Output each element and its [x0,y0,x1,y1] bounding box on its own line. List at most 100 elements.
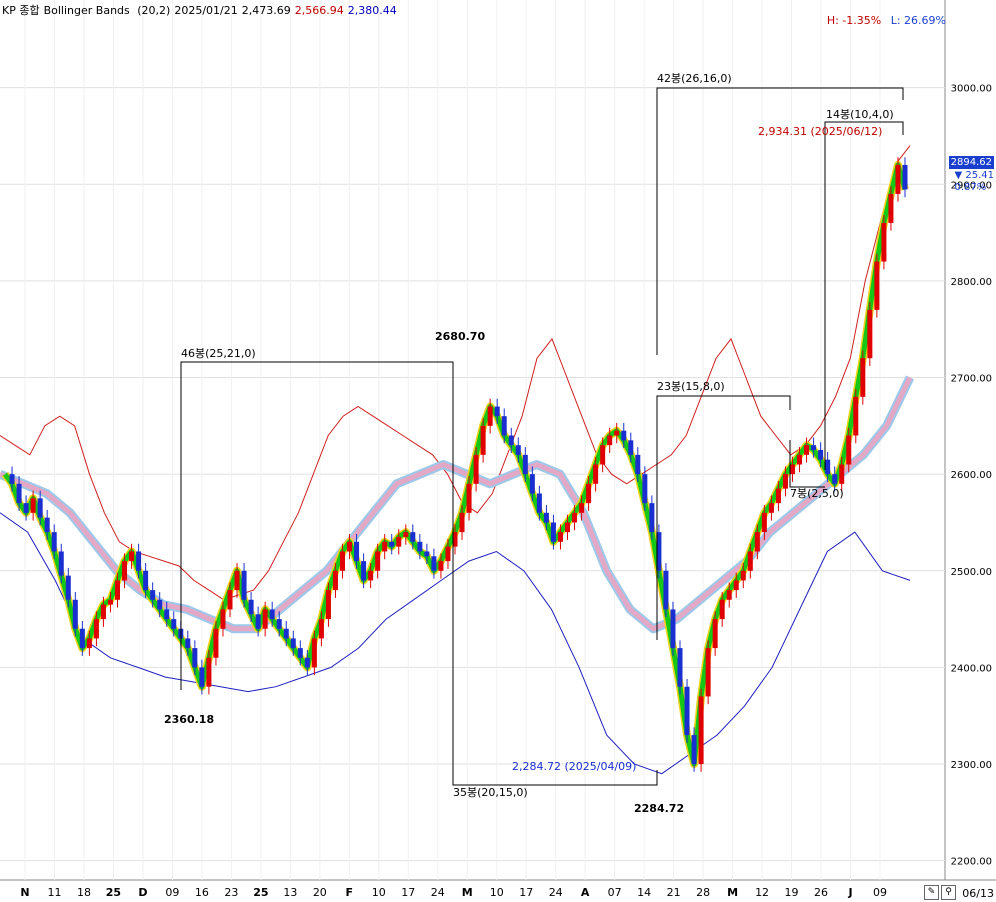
candle-body [691,735,697,765]
x-tick-label: A [581,886,590,899]
candle-body [775,488,781,504]
candle-body [888,193,894,223]
candle-body [192,648,198,668]
last-date-label: 06/13 [962,887,994,900]
y-tick-label: 2900.00 [951,180,992,191]
candle-body [705,648,711,697]
high-stat: H: -1.35% [826,14,882,27]
candle-body [825,459,831,475]
candle-body [579,503,585,513]
x-tick-label: 09 [873,886,887,899]
candle-body [227,590,233,610]
candle-body [340,551,345,571]
candle-body [23,503,29,513]
current-price-tag: 2894.62 [948,156,994,169]
x-tick-label: 14 [637,886,651,899]
candle-body [311,638,317,668]
candle-body [712,619,718,649]
indicator-params: (20,2) [137,4,171,17]
candle-body [733,580,739,591]
candle-body [206,657,212,687]
candle-body [480,425,486,455]
candle-body [403,532,409,537]
zoom-icon[interactable]: ⚲ [941,885,956,900]
candle-body [276,619,282,629]
high-low-stats: H: -1.35% L: 26.69% [827,14,946,27]
x-tick-label: 18 [77,886,91,899]
candle-body [677,648,683,687]
candle-body [150,590,156,600]
candle-body [452,532,458,547]
x-tick-label: 25 [253,886,268,899]
candle-body [754,532,760,552]
candle-body [100,604,106,620]
span4-bracket [656,395,791,640]
candle-body [396,536,402,547]
candle-body [804,445,810,455]
candle-body [684,686,690,736]
x-tick-label: 26 [814,886,828,899]
candle-body [129,551,135,562]
span4-label: 23봉(15,8,0) [657,380,725,393]
upper-value: 2,566.94 [294,4,344,17]
candle-body [347,541,353,552]
edit-icon[interactable]: ✎ [924,885,939,900]
x-tick-label: M [727,886,738,899]
candle-body [164,609,170,620]
mid-value: 2,473.69 [241,4,291,17]
candle-body [445,546,451,562]
candle-body [895,164,901,194]
candle-body [332,570,338,591]
candle-body [782,474,788,489]
candle-body [494,406,500,417]
x-tick-label: 24 [431,886,445,899]
candle-body [600,445,606,465]
candle-body [9,474,15,484]
candle-body [726,590,732,600]
lower-value: 2,380.44 [347,4,397,17]
indicator-name: Bollinger Bands [43,4,130,17]
candle-body [283,628,289,639]
candle-body [382,541,388,552]
candle-body [58,551,64,576]
x-tick-label: 20 [313,886,327,899]
change-value: ▼ 25.41 [954,170,995,181]
candle-body [79,628,85,649]
x-tick-label: 25 [106,886,121,899]
candle-body [199,667,205,687]
candle-body [719,599,725,620]
candle-body [417,541,423,552]
candle-body [832,474,838,484]
candle-body [698,696,704,765]
x-tick-label: 12 [755,886,769,899]
y-tick-label: 2200.00 [951,857,992,868]
candle-body [614,430,620,436]
candle-body [818,450,824,460]
candle-body [529,474,535,494]
x-tick-label: 11 [47,886,61,899]
candle-body [93,619,99,639]
x-tick-label: 07 [608,886,622,899]
y-tick-label: 2300.00 [951,760,992,771]
candle-body [262,609,268,629]
candle-body [361,561,367,581]
candle-body [501,416,507,436]
candle-body [487,406,493,426]
candle-body [902,164,908,190]
candle-body [740,570,746,581]
x-tick-label: F [346,886,354,899]
span5-label: 14봉(10,4,0) [826,108,894,121]
y-tick-label: 2800.00 [951,277,992,288]
span6-bracket [789,440,825,488]
change-percent: 0.87% [954,182,987,193]
candle-body [550,522,556,542]
candle-body [536,493,542,513]
span2-label: 35봉(20,15,0) [453,786,528,799]
plot-area [0,0,945,880]
candle-body [663,570,669,610]
candle-body [368,570,374,581]
x-tick-label: 21 [667,886,681,899]
candle-body [72,599,78,629]
y-tick-label: 2500.00 [951,567,992,578]
